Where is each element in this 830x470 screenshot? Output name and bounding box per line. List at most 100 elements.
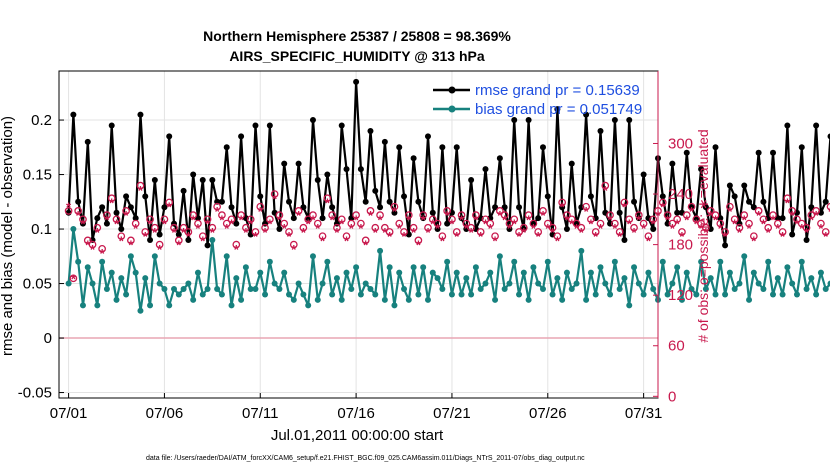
rmse-point xyxy=(726,182,733,189)
obs-possible-marker xyxy=(548,223,557,232)
rmse-point xyxy=(338,122,345,129)
bias-point xyxy=(722,291,729,298)
obs-possible-marker xyxy=(448,215,456,224)
obs-possible-marker xyxy=(203,215,212,224)
obs-possible-marker xyxy=(702,223,710,232)
bias-point xyxy=(180,286,187,292)
obs-possible-marker xyxy=(256,202,265,211)
obs-evaluated-marker: * xyxy=(133,221,139,236)
bias-point xyxy=(194,269,201,276)
obs-possible-marker xyxy=(170,223,178,232)
obs-evaluated-marker: * xyxy=(483,217,489,232)
rmse-point xyxy=(544,193,551,200)
bias-point xyxy=(190,296,197,303)
y-tick-label: 0 xyxy=(44,330,52,347)
x-tick-label: 07/31 xyxy=(625,405,663,422)
legend-bias-label: bias grand pr = 0.051749 xyxy=(475,101,642,118)
rmse-point xyxy=(789,231,796,238)
bias-point xyxy=(257,269,264,276)
rmse-point xyxy=(568,160,575,167)
bias-point xyxy=(79,302,86,309)
obs-possible-marker xyxy=(682,211,691,219)
rmse-point xyxy=(175,231,182,238)
obs-evaluated-marker: * xyxy=(406,212,412,227)
obs-evaluated-marker: * xyxy=(363,238,369,253)
obs-evaluated-marker: * xyxy=(138,183,144,198)
rmse-point xyxy=(290,215,297,222)
bias-series xyxy=(65,226,830,314)
obs-possible-marker xyxy=(515,228,523,236)
obs-possible-marker xyxy=(678,228,686,236)
rmse-point xyxy=(453,144,460,151)
obs-possible-marker xyxy=(706,207,715,215)
y-right-tick-label: 180 xyxy=(668,237,693,254)
obs-possible-marker xyxy=(93,223,102,232)
bias-point xyxy=(156,280,163,287)
obs-evaluated-marker: * xyxy=(215,204,221,219)
bias-point xyxy=(276,286,283,292)
bias-point xyxy=(439,286,446,292)
obs-possible-marker xyxy=(261,223,269,232)
obs-possible-marker xyxy=(452,228,461,236)
obs-possible-marker xyxy=(773,219,782,228)
bias-point xyxy=(563,269,570,276)
y-axis-label-left: rmse and bias (model - observation) xyxy=(0,116,16,356)
obs-evaluated-marker: * xyxy=(100,246,106,261)
bias-point xyxy=(611,258,618,265)
obs-possible-marker xyxy=(721,228,729,236)
rmse-point xyxy=(252,122,259,129)
obs-evaluated-marker: * xyxy=(507,221,513,236)
rmse-point xyxy=(204,242,211,249)
obs-evaluated-marker: * xyxy=(814,208,820,223)
bias-point xyxy=(520,269,527,276)
bias-point xyxy=(324,258,331,265)
obs-possible-marker xyxy=(117,232,126,241)
obs-possible-marker xyxy=(730,215,739,224)
obs-evaluated-marker: * xyxy=(823,229,829,244)
bias-point xyxy=(817,269,824,276)
rmse-point xyxy=(563,226,570,233)
obs-possible-marker xyxy=(357,219,365,228)
obs-possible-marker xyxy=(601,181,610,190)
obs-evaluated-marker: * xyxy=(617,229,623,244)
obs-evaluated-marker: * xyxy=(603,183,609,198)
obs-possible-marker xyxy=(563,211,571,219)
obs-possible-marker xyxy=(620,198,629,207)
bias-point xyxy=(755,280,762,287)
bias-point xyxy=(760,286,767,292)
rmse-point xyxy=(218,198,225,205)
rmse-point xyxy=(616,209,623,216)
bias-point xyxy=(568,286,575,292)
obs-evaluated-marker: * xyxy=(430,217,436,232)
rmse-point xyxy=(539,144,546,151)
obs-evaluated-marker: * xyxy=(694,217,700,232)
rmse-point xyxy=(798,144,805,151)
obs-possible-marker xyxy=(323,194,332,203)
obs-evaluated-marker: * xyxy=(124,208,130,223)
obs-markers: ***** ******************** ********* ******… xyxy=(64,181,830,286)
rmse-point xyxy=(84,138,91,145)
rmse-point xyxy=(741,182,748,189)
rmse-point xyxy=(209,177,216,183)
obs-evaluated-marker: * xyxy=(445,208,451,223)
obs-evaluated-marker: * xyxy=(612,221,618,236)
rmse-point xyxy=(760,198,767,205)
rmse-point xyxy=(357,166,364,173)
bias-point xyxy=(424,296,431,303)
rmse-point xyxy=(511,117,518,124)
obs-evaluated-marker: * xyxy=(373,225,379,240)
obs-possible-marker xyxy=(141,228,150,236)
obs-evaluated-marker: * xyxy=(478,229,484,244)
obs-possible-marker xyxy=(194,219,202,228)
rmse-point xyxy=(386,198,393,205)
rmse-point xyxy=(132,215,139,222)
obs-possible-marker xyxy=(347,219,356,228)
bias-point xyxy=(659,258,666,265)
obs-evaluated-marker: * xyxy=(747,221,753,236)
x-tick-label: 07/26 xyxy=(529,405,567,422)
obs-possible-marker xyxy=(165,198,174,207)
bias-point xyxy=(386,264,393,271)
rmse-point xyxy=(396,144,403,151)
bias-point xyxy=(214,286,221,292)
obs-possible-marker xyxy=(74,207,83,215)
